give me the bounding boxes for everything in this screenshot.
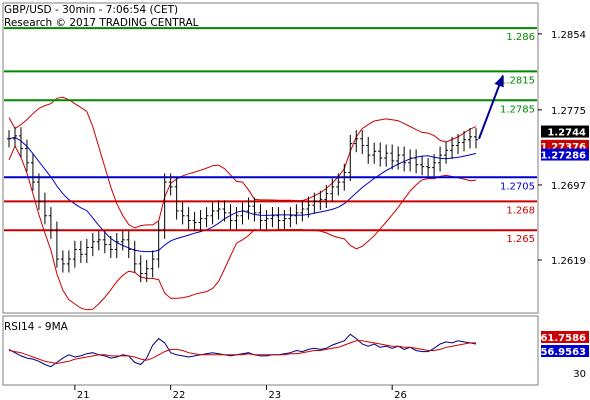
rsi14-line — [8, 333, 477, 368]
rsi-value-badge: 56.9563 — [540, 347, 586, 358]
x-tick-label: 26 — [394, 390, 407, 400]
current-price-badge-box — [541, 125, 589, 138]
x-tick-label: 22 — [173, 390, 186, 400]
rsi-title: RSI14 - 9MA — [4, 321, 69, 333]
bollinger-bands — [8, 96, 477, 311]
rsi-ma-value-badge-box — [541, 331, 589, 343]
price-bars — [7, 127, 478, 283]
forecast-arrow-head — [494, 75, 504, 88]
level-label: 1.286 — [506, 32, 535, 43]
chart-copyright: Research © 2017 TRADING CENTRAL — [4, 17, 199, 29]
bollinger-lower — [8, 144, 477, 311]
rsi-lines — [8, 333, 477, 368]
price-panel-frame — [2, 2, 539, 314]
rsi-ma-value-badge: 61.7586 — [540, 333, 586, 344]
ma-value-badge: 1.27286 — [540, 151, 586, 162]
y-tick-label: 1.2619 — [551, 256, 586, 267]
key-levels: 1.286 1.2815 1.2785 1.2705 1.268 1.265 — [4, 27, 537, 245]
y-tick-label: 1.2697 — [551, 181, 586, 192]
ma-value-badge-box — [541, 148, 589, 161]
rsi-y-label: 30 — [573, 369, 586, 380]
ma-line — [8, 136, 477, 253]
x-tick-label: 23 — [268, 390, 281, 400]
level-label: 1.2785 — [500, 104, 535, 115]
y-tick-label: 1.2854 — [551, 30, 586, 41]
current-price-badge: 1.2744 — [547, 128, 586, 139]
bollinger-upper — [8, 96, 477, 229]
bollinger-value-badge: 1.27376 — [540, 142, 586, 153]
rsi-value-badge-box — [541, 345, 589, 357]
moving-average — [8, 136, 477, 253]
level-label: 1.2705 — [500, 181, 535, 192]
rsi-ma-line — [8, 340, 476, 365]
x-tick-label: 21 — [77, 390, 90, 400]
forecast-arrow — [478, 75, 504, 140]
y-tick-label: 1.2775 — [551, 106, 586, 117]
level-label: 1.265 — [506, 234, 535, 245]
forecast-arrow-shaft — [478, 75, 504, 140]
rsi-panel-frame — [2, 315, 539, 386]
level-label: 1.268 — [506, 205, 535, 216]
chart-title: GBP/USD - 30min - 7:06:54 (CET) — [4, 4, 178, 16]
level-label: 1.2815 — [500, 75, 535, 86]
